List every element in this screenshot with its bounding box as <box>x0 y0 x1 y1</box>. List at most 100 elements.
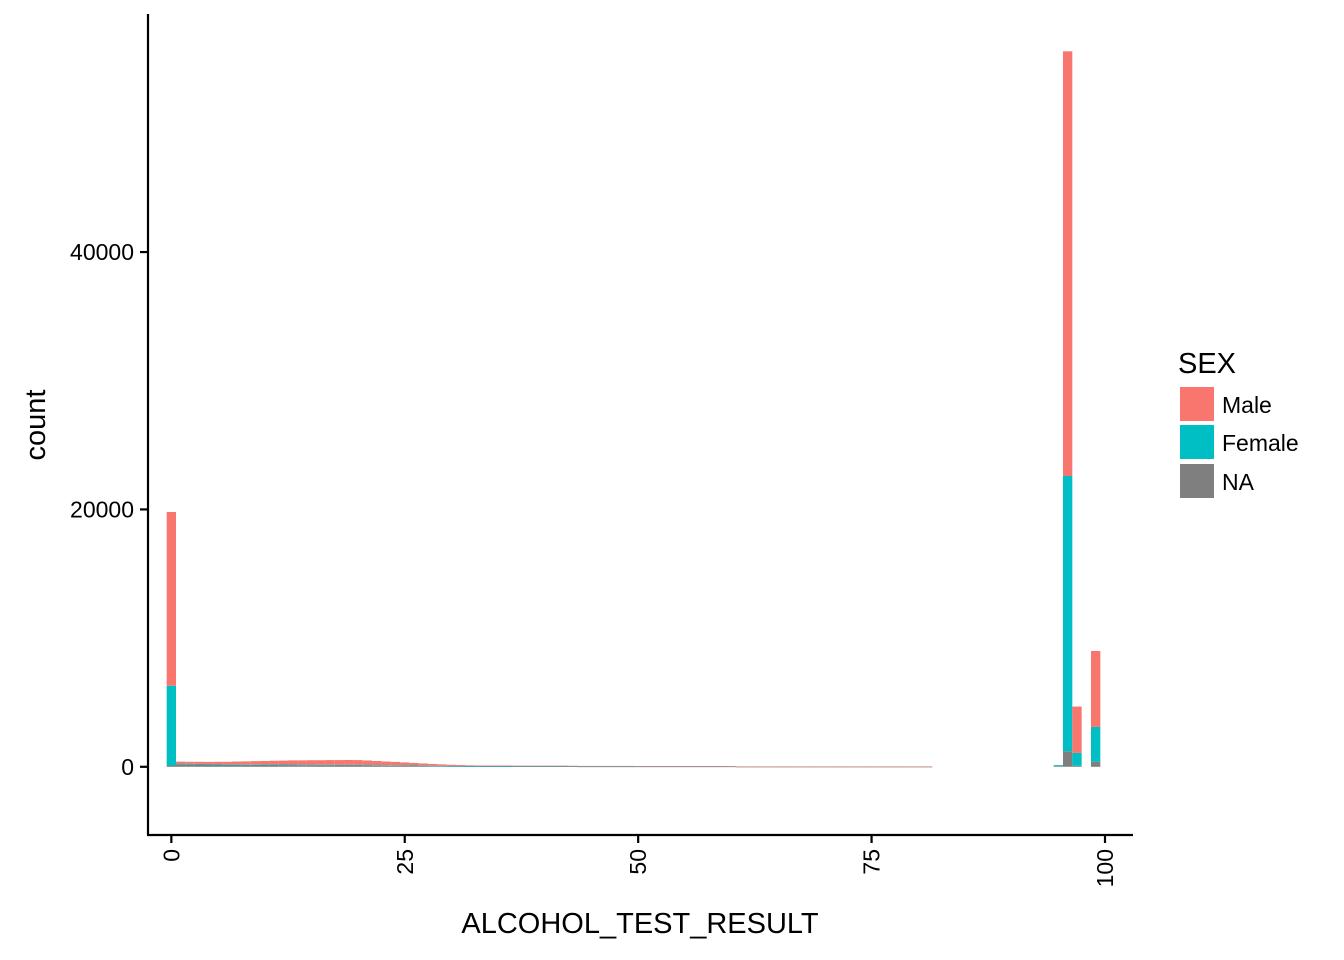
bar-female-97 <box>1072 752 1082 766</box>
bar-na-19 <box>344 765 354 767</box>
bar-na-0 <box>166 765 177 767</box>
bar-na-95 <box>1053 766 1063 767</box>
bar-male-64 <box>764 766 774 768</box>
bar-male-18 <box>334 760 345 765</box>
bar-male-72 <box>838 766 849 768</box>
bar-na-22 <box>372 765 382 767</box>
bar-na-1 <box>176 764 186 767</box>
bar-male-75 <box>866 766 877 768</box>
bar-male-4 <box>204 761 214 764</box>
bar-male-28 <box>428 763 438 766</box>
bar-na-38 <box>521 766 531 768</box>
bar-female-5 <box>213 763 223 765</box>
x-tick-label-0: 0 <box>158 849 184 862</box>
bar-female-16 <box>316 764 326 766</box>
bar-male-71 <box>829 766 839 768</box>
bar-female-21 <box>362 765 373 766</box>
bar-male-46 <box>596 765 606 767</box>
bar-male-33 <box>474 765 485 767</box>
bar-female-32 <box>465 766 475 767</box>
bar-na-17 <box>325 765 335 767</box>
bar-na-42 <box>558 766 569 768</box>
bar-female-9 <box>250 764 261 765</box>
bar-female-3 <box>194 763 205 765</box>
bar-female-24 <box>390 765 401 766</box>
bar-male-2 <box>185 761 195 764</box>
bar-male-37 <box>512 765 522 767</box>
bar-na-7 <box>232 764 242 767</box>
bar-female-4 <box>204 763 214 765</box>
bar-male-17 <box>325 760 335 765</box>
bar-na-28 <box>428 766 438 767</box>
bar-male-47 <box>605 765 615 767</box>
bar-female-0 <box>166 685 177 766</box>
bar-male-23 <box>381 761 391 766</box>
bar-female-41 <box>549 766 559 767</box>
bar-female-7 <box>232 764 242 765</box>
bar-female-38 <box>521 766 531 767</box>
bar-female-27 <box>418 765 429 767</box>
bar-male-5 <box>213 761 223 764</box>
bar-male-96 <box>1062 51 1073 476</box>
bar-female-23 <box>381 765 391 766</box>
x-tick-label-25: 25 <box>392 849 418 875</box>
bar-male-78 <box>894 766 905 768</box>
bar-male-61 <box>736 766 746 768</box>
bar-male-55 <box>680 766 690 767</box>
bar-na-13 <box>288 765 298 767</box>
bar-na-3 <box>194 764 205 767</box>
bar-na-9 <box>250 764 261 767</box>
bar-female-8 <box>241 764 251 765</box>
legend-label-female: Female <box>1222 430 1299 456</box>
bar-female-36 <box>502 766 513 767</box>
bar-male-38 <box>521 765 531 767</box>
bar-female-13 <box>288 764 298 766</box>
bar-male-39 <box>530 765 541 767</box>
bar-female-45 <box>586 766 597 767</box>
bar-female-40 <box>540 766 550 767</box>
bar-male-0 <box>166 512 177 686</box>
x-tick-label-100: 100 <box>1092 849 1118 887</box>
bar-male-97 <box>1072 706 1082 753</box>
x-axis-ticks: 0 25 50 75 100 <box>158 835 1118 887</box>
bars-layer <box>166 51 1101 768</box>
bar-male-80 <box>913 766 923 768</box>
bar-male-99 <box>1090 650 1101 727</box>
legend-swatch-male <box>1180 387 1214 421</box>
bar-na-27 <box>418 766 429 767</box>
bar-na-24 <box>390 765 401 767</box>
bar-na-40 <box>540 766 550 768</box>
bar-male-56 <box>689 766 699 767</box>
bar-male-57 <box>698 766 709 767</box>
bar-male-16 <box>316 760 326 765</box>
bar-na-30 <box>446 766 457 767</box>
bar-female-30 <box>446 765 457 767</box>
bar-na-33 <box>474 766 485 768</box>
bar-male-67 <box>792 766 802 768</box>
bar-female-46 <box>596 766 606 767</box>
bar-male-3 <box>194 761 205 764</box>
bar-na-36 <box>502 766 513 768</box>
y-axis-title: count <box>20 390 52 461</box>
bar-male-7 <box>232 761 242 765</box>
y-tick-label-0: 0 <box>121 754 134 780</box>
bar-male-69 <box>810 766 821 768</box>
bar-male-81 <box>922 766 933 768</box>
bar-na-34 <box>484 766 494 768</box>
bar-female-15 <box>306 764 317 766</box>
bar-female-96 <box>1062 475 1073 752</box>
x-axis-title: ALCOHOL_TEST_RESULT <box>461 908 819 940</box>
bar-male-21 <box>362 760 373 765</box>
bar-male-54 <box>670 766 681 767</box>
bar-male-66 <box>782 766 793 768</box>
bar-na-31 <box>456 766 466 767</box>
bar-na-41 <box>549 766 559 768</box>
bar-female-1 <box>176 763 186 765</box>
bar-male-27 <box>418 763 429 766</box>
bar-na-21 <box>362 765 373 767</box>
bar-female-37 <box>512 766 522 767</box>
bar-male-35 <box>493 765 503 767</box>
bar-female-42 <box>558 766 569 767</box>
bar-female-18 <box>334 764 345 766</box>
bar-na-4 <box>204 764 214 767</box>
